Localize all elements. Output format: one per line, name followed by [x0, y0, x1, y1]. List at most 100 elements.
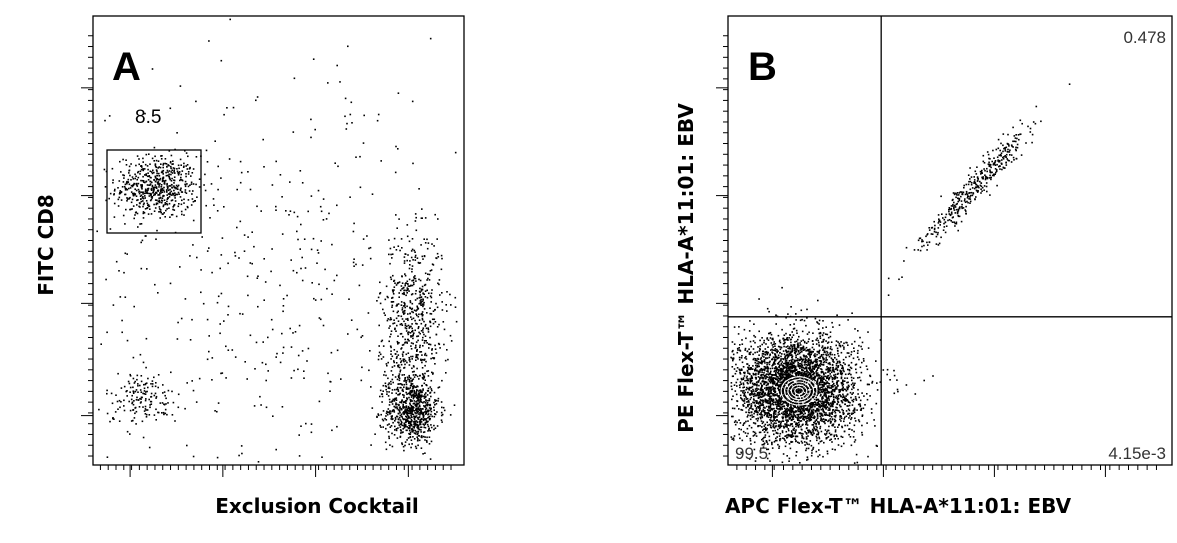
event-dot [386, 364, 388, 367]
event-dot [783, 438, 785, 440]
event-dot [411, 284, 414, 287]
event-dot [320, 240, 322, 242]
event-dot [379, 389, 382, 392]
event-dot [767, 352, 769, 354]
event-dot [148, 192, 151, 195]
event-dot [853, 462, 856, 464]
event-dot [314, 299, 317, 301]
event-dot [123, 385, 126, 388]
event-dot [347, 333, 349, 335]
event-dot [423, 376, 426, 379]
event-dot [424, 242, 427, 244]
event-dot [784, 423, 786, 425]
event-dot [827, 336, 830, 339]
event-dot [775, 425, 777, 427]
event-dot [161, 197, 164, 199]
event-dot [814, 377, 816, 379]
event-dot [390, 383, 392, 385]
event-dot [385, 374, 387, 377]
event-dot [746, 375, 748, 378]
event-dot [840, 395, 842, 397]
event-dot [819, 377, 822, 379]
event-dot [421, 300, 424, 303]
event-dot [425, 404, 427, 407]
event-dot [777, 370, 780, 373]
event-dot [406, 426, 408, 428]
event-dot [802, 437, 805, 440]
event-dot [151, 157, 154, 160]
event-dot [421, 208, 423, 210]
event-dot [785, 401, 788, 403]
event-dot [204, 173, 206, 176]
event-dot [848, 433, 850, 436]
event-dot [421, 358, 424, 361]
event-dot [752, 372, 755, 375]
event-dot [420, 410, 422, 412]
event-dot [400, 301, 403, 303]
event-dot [789, 417, 791, 420]
event-dot [403, 396, 405, 398]
event-dot [755, 359, 758, 362]
event-dot [733, 326, 736, 328]
event-dot [247, 294, 249, 297]
event-dot [434, 321, 437, 323]
event-dot [151, 385, 154, 388]
event-dot [249, 188, 252, 191]
event-dot [833, 435, 835, 438]
event-dot [752, 393, 755, 396]
event-dot [736, 405, 738, 407]
event-dot [403, 262, 406, 264]
event-dot [419, 374, 421, 377]
event-dot [432, 372, 434, 374]
event-dot [748, 364, 750, 367]
event-dot [153, 179, 155, 181]
event-dot [816, 364, 818, 367]
event-dot [184, 150, 186, 152]
event-dot [141, 166, 143, 168]
event-dot [846, 381, 848, 384]
event-dot [297, 354, 300, 357]
event-dot [846, 352, 849, 354]
event-dot [157, 200, 160, 203]
event-dot [393, 237, 396, 240]
event-dot [400, 413, 403, 416]
event-dot [145, 200, 148, 202]
event-dot [422, 373, 424, 376]
event-dot [828, 377, 831, 380]
event-dot [433, 409, 435, 411]
event-dot [350, 319, 353, 321]
event-dot [753, 441, 756, 444]
event-dot [417, 444, 419, 447]
event-dot [818, 454, 821, 456]
event-dot [794, 432, 796, 435]
event-dot [746, 435, 748, 437]
event-dot [138, 163, 140, 166]
event-dot [209, 217, 211, 219]
panel-a-letter: A [112, 45, 141, 89]
event-dot [144, 197, 146, 199]
event-dot [789, 324, 792, 326]
event-dot [416, 403, 418, 405]
event-dot [158, 186, 160, 188]
event-dot [799, 362, 802, 365]
event-dot [417, 408, 420, 411]
event-dot [403, 313, 405, 315]
event-dot [412, 281, 415, 284]
event-dot [409, 417, 411, 419]
event-dot [179, 196, 182, 198]
event-dot [304, 267, 307, 269]
event-dot [405, 318, 407, 320]
event-dot [797, 413, 800, 416]
event-dot [792, 375, 794, 378]
event-dot [186, 183, 188, 185]
event-dot [416, 423, 419, 426]
event-dot [409, 332, 412, 334]
event-dot [773, 388, 776, 390]
event-dot [747, 387, 749, 390]
event-dot [391, 445, 394, 448]
event-dot [132, 178, 135, 180]
event-dot [415, 344, 417, 347]
event-dot [766, 431, 769, 434]
event-dot [801, 330, 804, 333]
event-dot [743, 371, 745, 374]
